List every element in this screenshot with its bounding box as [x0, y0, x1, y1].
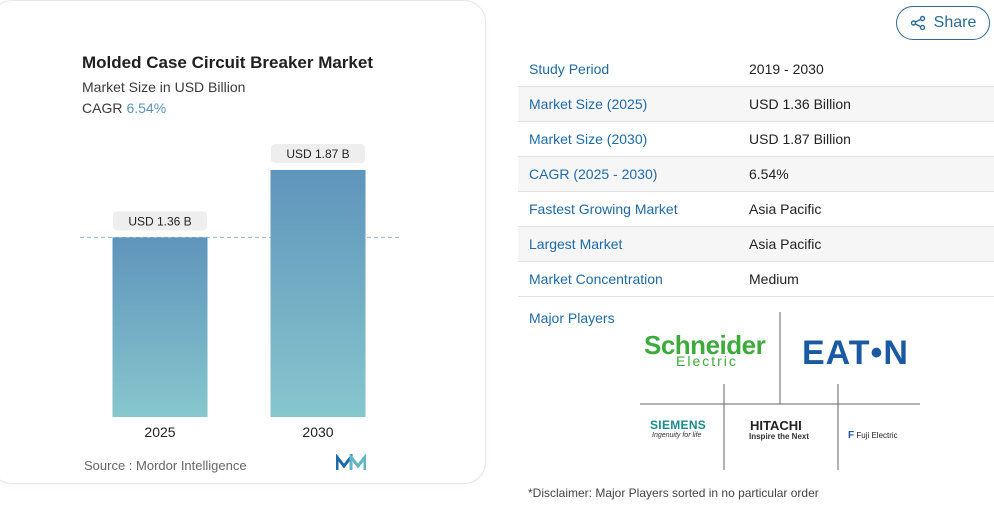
stat-row: Fastest Growing Market Asia Pacific — [518, 192, 994, 227]
stat-value: 2019 - 2030 — [749, 61, 824, 77]
data-label: USD 1.36 B — [128, 214, 191, 228]
x-tick-label: 2030 — [302, 424, 333, 440]
stat-key: Market Size (2025) — [529, 96, 648, 112]
chart-subtitle: Market Size in USD Billion — [82, 79, 246, 95]
fuji-electric-logo: F Fuji Electric — [848, 430, 898, 441]
stat-row: Market Concentration Medium — [518, 262, 994, 297]
fuji-mark: F — [848, 430, 855, 441]
stat-row: CAGR (2025 - 2030) 6.54% — [518, 157, 994, 192]
chart-title: Molded Case Circuit Breaker Market — [82, 53, 373, 72]
data-label: USD 1.87 B — [286, 147, 349, 161]
x-tick-label: 2025 — [144, 424, 175, 440]
stat-key: Market Concentration — [529, 271, 663, 287]
siemens-tagline: Ingenuity for life — [652, 432, 702, 439]
stat-row: Largest Market Asia Pacific — [518, 227, 994, 262]
bar-chart: USD 1.36 B 2025 USD 1.87 B 2030 — [80, 144, 400, 440]
siemens-logo: SIEMENS — [650, 418, 707, 432]
cagr-label: CAGR — [82, 100, 123, 116]
stat-key: Fastest Growing Market — [529, 201, 678, 217]
stat-value: Asia Pacific — [749, 201, 822, 217]
cagr-value: 6.54% — [126, 100, 167, 116]
stat-value: Medium — [749, 271, 799, 287]
stat-row: Study Period 2019 - 2030 — [518, 52, 994, 87]
bar-2025 — [112, 237, 208, 417]
stat-key: Largest Market — [529, 236, 623, 252]
stat-value: USD 1.87 Billion — [749, 131, 851, 147]
mordor-intelligence-logo — [336, 454, 366, 470]
stat-value: USD 1.36 Billion — [749, 96, 851, 112]
chart-source: Source : Mordor Intelligence — [84, 458, 247, 473]
schneider-electric-logo-sub: Electric — [676, 353, 738, 369]
share-label: Share — [933, 14, 977, 31]
hitachi-logo: HITACHI — [750, 418, 802, 433]
bar-2030 — [270, 170, 366, 417]
fuji-text: Fuji Electric — [856, 431, 898, 440]
stat-key: Study Period — [529, 61, 610, 77]
disclaimer: *Disclaimer: Major Players sorted in no … — [528, 486, 819, 500]
data-label-bg — [271, 144, 365, 163]
stat-key: CAGR (2025 - 2030) — [529, 166, 658, 182]
share-button[interactable]: Share — [896, 6, 990, 40]
cagr-line: CAGR 6.54% — [82, 100, 166, 116]
data-label-bg — [113, 211, 207, 231]
hitachi-tagline: Inspire the Next — [749, 432, 810, 441]
eaton-logo: EAT•N — [802, 334, 909, 372]
market-stats-table: Study Period 2019 - 2030 Market Size (202… — [518, 52, 994, 297]
stat-row: Market Size (2025) USD 1.36 Billion — [518, 87, 994, 122]
chart-card — [0, 0, 486, 484]
stat-key: Market Size (2030) — [529, 131, 648, 147]
schneider-electric-logo: Schneider — [644, 330, 766, 360]
major-players-label: Major Players — [529, 310, 615, 326]
share-icon — [910, 15, 925, 31]
stat-value: Asia Pacific — [749, 236, 822, 252]
stat-value: 6.54% — [749, 166, 789, 182]
stat-row: Market Size (2030) USD 1.87 Billion — [518, 122, 994, 157]
